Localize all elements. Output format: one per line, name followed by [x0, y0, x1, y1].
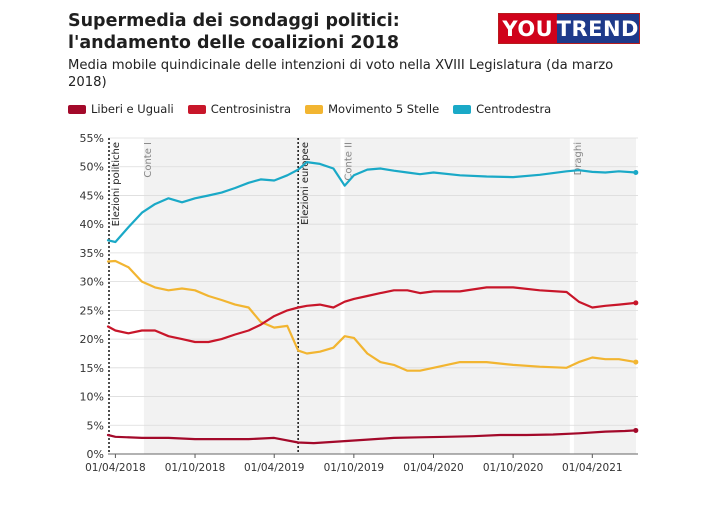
- x-tick-label: 01/04/2020: [403, 462, 464, 474]
- x-tick-label: 01/10/2019: [324, 462, 385, 474]
- legend-item-leu[interactable]: Liberi e Uguali: [68, 102, 174, 116]
- series-end-point-centrodestra: [633, 169, 639, 175]
- period-band-2: [573, 138, 636, 454]
- y-tick-label: 20%: [80, 333, 104, 346]
- y-tick-label: 10%: [80, 391, 104, 404]
- period-label: Conte II: [344, 142, 355, 181]
- series-end-point-centrosinistra: [633, 300, 639, 306]
- event-label: Elezioni europee: [300, 142, 311, 225]
- y-tick-label: 30%: [80, 276, 104, 289]
- period-band-0: [143, 138, 341, 454]
- chart-subtitle: Media mobile quindicinale delle intenzio…: [68, 58, 614, 90]
- y-tick-label: 25%: [80, 304, 104, 317]
- legend-item-centrosinistra[interactable]: Centrosinistra: [187, 102, 292, 116]
- legend-item-m5s[interactable]: Movimento 5 Stelle: [305, 102, 439, 116]
- legend-swatch-leu: [68, 104, 86, 114]
- legend-label-leu: Liberi e Uguali: [91, 102, 174, 116]
- y-tick-label: 15%: [80, 362, 104, 375]
- legend-label-m5s: Movimento 5 Stelle: [328, 102, 440, 116]
- y-tick-label: 35%: [80, 247, 104, 260]
- legend-label-centrosinistra: Centrosinistra: [210, 102, 292, 116]
- legend-swatch-centrosinistra: [187, 104, 206, 114]
- y-tick-label: 50%: [80, 161, 104, 174]
- series-end-point-movimento-5-stelle: [633, 359, 639, 365]
- event-label: Elezioni politiche: [111, 142, 122, 226]
- period-label: Draghi: [573, 142, 584, 175]
- chart-legend: Liberi e Uguali Centrosinistra Movimento…: [68, 102, 551, 116]
- legend-swatch-centrodestra: [453, 104, 472, 114]
- y-tick-label: 45%: [80, 189, 104, 202]
- series-line-movimento-5-stelle: [106, 259, 637, 372]
- period-band-1: [344, 138, 570, 454]
- series-line-centrodestra: [106, 161, 637, 244]
- youtrend-logo: YOU TREND: [498, 13, 640, 44]
- y-tick-label: 55%: [80, 132, 104, 145]
- x-tick-label: 01/04/2018: [85, 462, 146, 474]
- series-line-centrosinistra: [106, 286, 637, 344]
- series-end-point-liberi-e-uguali: [633, 427, 639, 433]
- legend-item-centrodestra[interactable]: Centrodestra: [453, 102, 551, 116]
- legend-label-centrodestra: Centrodestra: [476, 102, 552, 116]
- logo-trend: TREND: [556, 14, 639, 43]
- x-tick-label: 01/10/2018: [165, 462, 226, 474]
- x-tick-label: 01/04/2019: [244, 462, 305, 474]
- y-tick-label: 0%: [87, 448, 104, 461]
- logo-you: YOU: [499, 14, 557, 43]
- x-tick-label: 01/10/2020: [483, 462, 544, 474]
- series-line-liberi-e-uguali: [106, 429, 637, 445]
- y-tick-label: 40%: [80, 218, 104, 231]
- legend-swatch-m5s: [305, 104, 324, 114]
- chart-header: Supermedia dei sondaggi politici: l'anda…: [68, 10, 508, 54]
- period-label: Conte I: [143, 142, 154, 178]
- y-tick-label: 5%: [87, 419, 104, 432]
- x-tick-label: 01/04/2021: [562, 462, 623, 474]
- chart-title: Supermedia dei sondaggi politici: l'anda…: [68, 11, 400, 53]
